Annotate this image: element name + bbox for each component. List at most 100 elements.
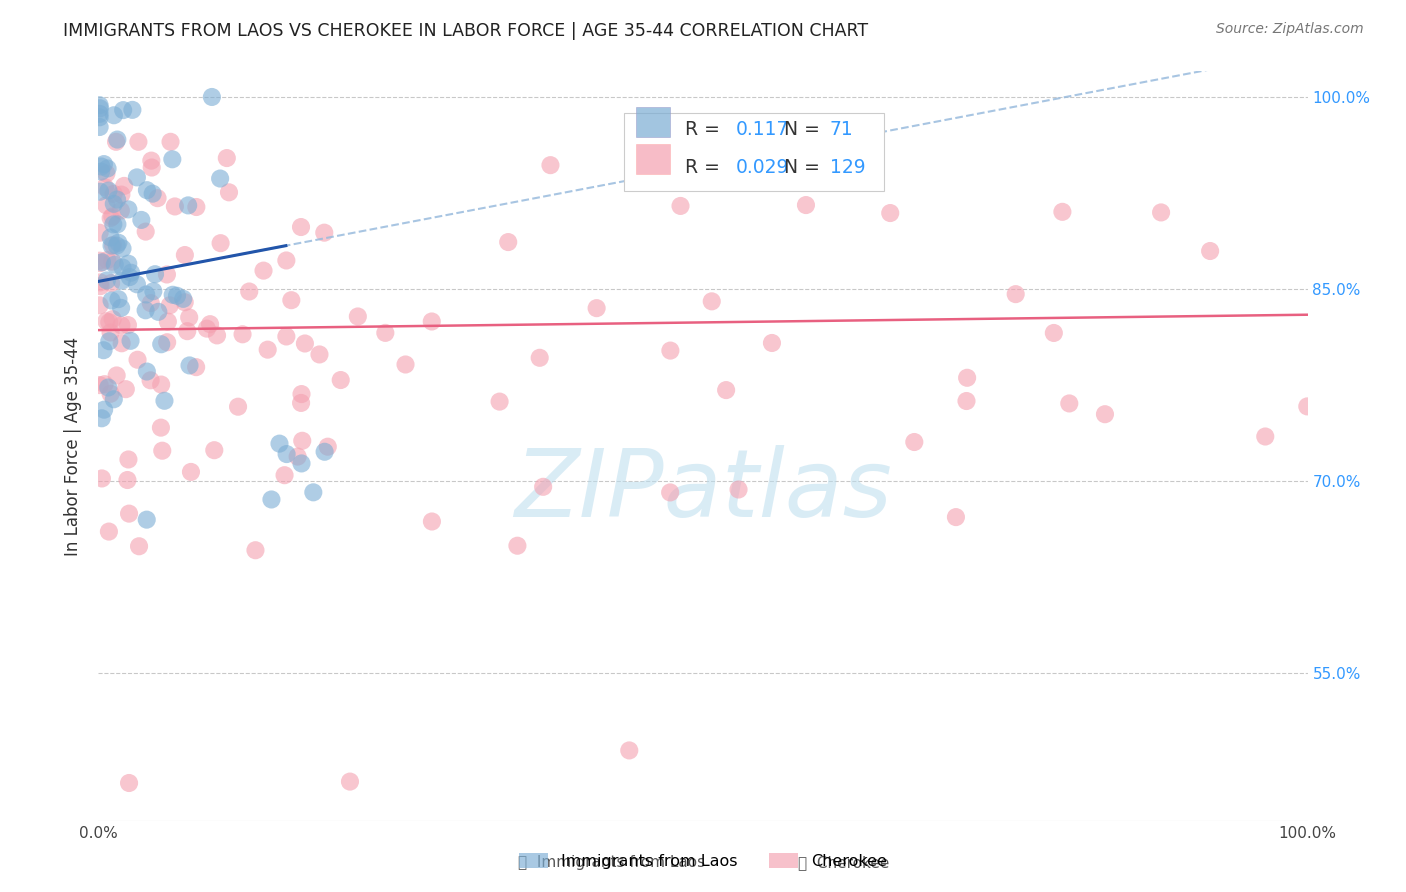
Point [209,171,232,186]
Point [107,235,129,250]
Point [143,267,166,281]
Point [669,199,692,213]
Point [100,293,122,308]
Point [111,260,134,275]
Point [97,524,120,539]
Point [314,226,336,240]
Point [100,211,122,226]
Point [111,274,134,288]
Point [120,266,142,280]
Point [135,183,157,197]
Point [1199,244,1222,258]
Point [90,160,112,174]
Point [89,98,111,112]
Point [98,315,121,329]
Point [294,336,316,351]
Point [245,543,267,558]
Point [105,132,128,146]
Point [496,235,519,249]
Point [110,301,132,315]
Point [179,310,201,325]
Point [276,329,298,343]
Bar [637,144,671,174]
Point [96,314,118,328]
Point [105,135,128,149]
Point [135,287,157,301]
Point [314,444,336,458]
Point [117,452,139,467]
Point [329,373,352,387]
Point [96,198,118,212]
Point [148,305,170,319]
Point [103,186,125,201]
Point [120,334,142,348]
Point [93,343,115,358]
Point [290,457,312,471]
Point [420,314,443,328]
Point [97,184,120,198]
Point [162,287,184,301]
Point [156,335,179,350]
Point [218,186,240,200]
Point [111,242,134,256]
Text: 0.117: 0.117 [735,120,789,139]
Point [104,258,127,272]
Point [105,238,128,252]
Point [89,185,111,199]
Point [232,327,254,342]
Point [945,510,967,524]
Text: ZIPatlas: ZIPatlas [515,445,891,536]
Point [302,485,325,500]
Point [96,273,118,287]
Point [290,396,312,410]
Point [195,321,218,335]
Point [347,310,370,324]
Point [173,248,195,262]
Point [141,161,163,175]
Point [209,236,232,251]
Point [308,347,330,361]
Point [98,334,121,349]
Point [316,440,339,454]
Point [91,255,114,269]
Point [89,276,111,290]
Text: N =: N = [785,120,825,139]
Point [202,443,225,458]
Point [619,743,641,757]
Point [903,435,925,450]
Point [531,480,554,494]
Point [290,387,312,401]
Point [215,151,238,165]
Point [150,337,173,351]
Point [252,263,274,277]
Text: N =: N = [785,158,825,177]
Point [162,153,184,167]
Point [96,253,118,268]
Point [201,90,224,104]
Point [728,154,751,169]
Point [118,507,141,521]
Text: 71: 71 [830,120,853,139]
Point [1094,407,1116,421]
Point [540,158,562,172]
Point [506,539,529,553]
Point [121,103,143,117]
Point [89,298,111,312]
Point [89,256,111,270]
Point [89,378,111,392]
Point [1296,400,1319,414]
Point [166,289,188,303]
Point [117,202,139,217]
Point [955,394,977,409]
Point [110,318,132,333]
Point [150,377,173,392]
Point [186,360,208,375]
Point [112,178,135,193]
Point [89,110,111,124]
Text: 0.029: 0.029 [735,158,789,177]
Point [714,383,737,397]
Point [879,206,901,220]
Point [149,420,172,434]
Point [101,210,124,224]
Point [118,270,141,285]
